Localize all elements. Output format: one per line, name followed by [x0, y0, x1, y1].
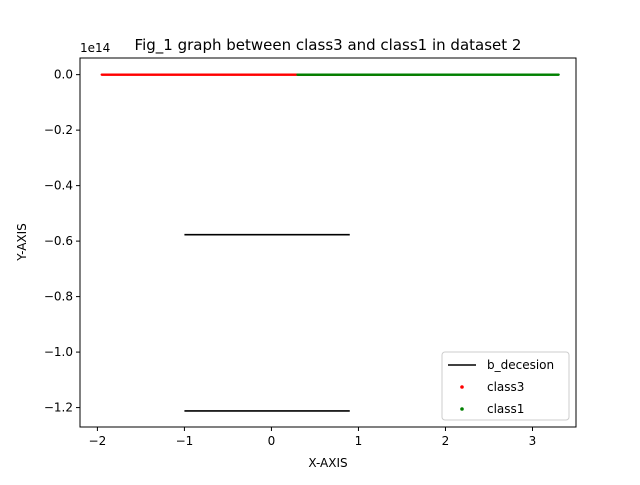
- y-offset-text: 1e14: [80, 41, 110, 55]
- y-tick-label: −1.2: [44, 401, 73, 415]
- axes-frame: [79, 57, 577, 428]
- plot-area: [100, 73, 560, 412]
- y-tick-label: −0.6: [44, 234, 73, 248]
- y-tick-label: −0.8: [44, 290, 73, 304]
- y-tick-label: −0.2: [44, 123, 73, 137]
- x-tick-label: 0: [268, 434, 276, 448]
- legend-marker-class3: [460, 385, 464, 389]
- class1-point: [557, 73, 560, 76]
- x-tick-label: 2: [442, 434, 450, 448]
- y-tick-label: −0.4: [44, 179, 73, 193]
- y-tick-label: −1.0: [44, 345, 73, 359]
- y-axis-label: Y-AXIS: [15, 223, 29, 262]
- chart-title: Fig_1 graph between class3 and class1 in…: [135, 36, 522, 55]
- x-axis-label: X-AXIS: [308, 456, 347, 470]
- y-tick-label: 0.0: [54, 68, 73, 82]
- x-tick-label: 3: [529, 434, 537, 448]
- legend-label-class3: class3: [487, 380, 524, 394]
- legend-box: [441, 351, 570, 421]
- legend: b_decesion class3 class1: [441, 351, 570, 421]
- x-tick-label: −1: [176, 434, 194, 448]
- legend-marker-class1: [460, 407, 464, 411]
- legend-label-class1: class1: [487, 402, 524, 416]
- legend-label-b-decesion: b_decesion: [487, 358, 554, 372]
- x-tick-label: −2: [89, 434, 107, 448]
- axis-ticks: −2 −1 0 1 2 3 0.0 −0.2 −0.4 −0.6 −0.8 −1.0 −1.2: [44, 68, 536, 448]
- x-tick-label: 1: [355, 434, 363, 448]
